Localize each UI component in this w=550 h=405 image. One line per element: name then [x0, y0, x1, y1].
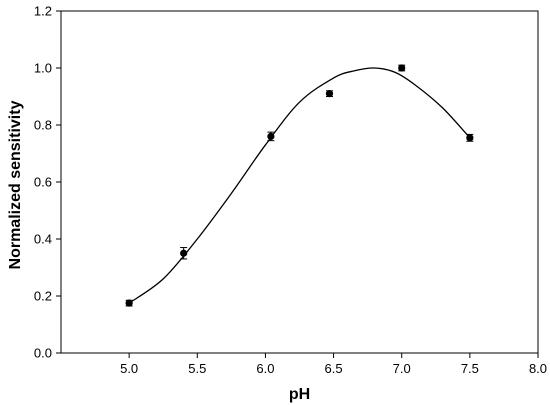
data-point: [267, 131, 275, 142]
x-tick-label: 5.0: [120, 361, 138, 376]
x-tick-label: 5.5: [188, 361, 206, 376]
data-point: [466, 133, 474, 142]
y-tick-label: 0.4: [34, 232, 52, 247]
y-axis-ticks: 0.0 0.2 0.4 0.6 0.8 1.0 1.2: [34, 4, 61, 361]
y-axis-title: Normalized sensitivity: [7, 100, 24, 269]
data-point: [398, 64, 406, 72]
x-tick-label: 6.5: [325, 361, 343, 376]
data-points: [125, 64, 474, 307]
point-marker: [325, 90, 334, 98]
x-tick-label: 7.0: [393, 361, 411, 376]
plot-frame: [60, 10, 539, 354]
point-marker: [125, 299, 133, 307]
y-tick-label: 0.8: [34, 118, 52, 133]
x-tick-label: 7.5: [461, 361, 479, 376]
data-point: [325, 90, 334, 98]
y-tick-label: 0.6: [34, 175, 52, 190]
x-axis-title: pH: [289, 386, 310, 403]
point-marker: [267, 132, 275, 140]
data-point: [125, 299, 133, 307]
point-marker: [398, 64, 406, 72]
point-marker: [180, 249, 188, 257]
x-tick-label: 8.0: [529, 361, 547, 376]
point-marker: [466, 134, 474, 142]
x-tick-label: 6.0: [256, 361, 274, 376]
y-tick-label: 1.0: [34, 61, 52, 76]
y-tick-label: 1.2: [34, 4, 52, 19]
x-axis-ticks: 5.0 5.5 6.0 6.5 7.0 7.5 8.0: [120, 353, 547, 376]
y-tick-label: 0.2: [34, 289, 52, 304]
y-tick-label: 0.0: [34, 346, 52, 361]
data-point: [180, 247, 188, 260]
fit-curve: [128, 67, 471, 304]
